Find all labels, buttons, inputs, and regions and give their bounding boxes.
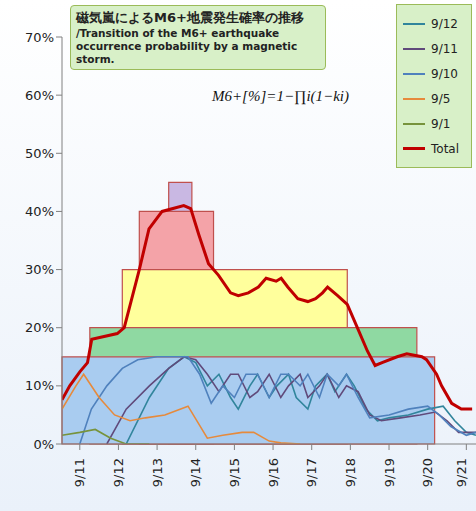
- html-text:9/11: 9/11: [431, 41, 458, 56]
- html-text:9/5: 9/5: [431, 91, 451, 106]
- html-text:9/12: 9/12: [431, 16, 458, 31]
- svg-text:9/18: 9/18: [343, 458, 358, 487]
- svg-text:70%: 70%: [25, 30, 54, 45]
- svg-text:30%: 30%: [25, 262, 54, 277]
- svg-text:9/16: 9/16: [266, 458, 281, 487]
- svg-text:60%: 60%: [25, 88, 54, 103]
- svg-text:9/14: 9/14: [188, 458, 203, 487]
- html-text:M6+[%]=1−∏i(1−ki): M6+[%]=1−∏i(1−ki): [212, 88, 349, 104]
- svg-text:9/15: 9/15: [227, 458, 242, 487]
- svg-text:9/20: 9/20: [420, 458, 435, 487]
- svg-text:0%: 0%: [33, 437, 54, 452]
- svg-text:9/19: 9/19: [382, 458, 397, 487]
- html-text:Total: Total: [431, 141, 459, 156]
- svg-text:9/21: 9/21: [454, 458, 468, 487]
- svg-text:9/12: 9/12: [111, 458, 126, 487]
- html-text:9/1: 9/1: [431, 116, 451, 131]
- svg-text:40%: 40%: [25, 204, 54, 219]
- svg-text:50%: 50%: [25, 146, 54, 161]
- svg-text:9/17: 9/17: [304, 458, 319, 487]
- svg-text:20%: 20%: [25, 320, 54, 335]
- html-text:/Transition of the M6+ earthqu: /Transition of the M6+ earthquake occurr…: [76, 27, 298, 65]
- html-text:9/10: 9/10: [431, 66, 458, 81]
- svg-text:9/11: 9/11: [72, 458, 87, 487]
- svg-text:10%: 10%: [25, 378, 54, 393]
- svg-text:9/13: 9/13: [150, 458, 165, 487]
- html-text:磁気嵐によるM6+地震発生確率の推移: 磁気嵐によるM6+地震発生確率の推移: [76, 10, 304, 25]
